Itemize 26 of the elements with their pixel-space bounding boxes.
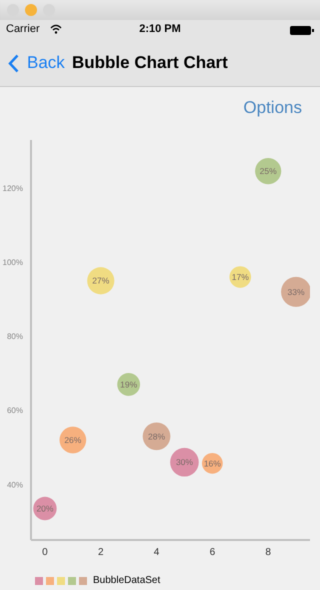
annotation: 20% — [36, 504, 54, 514]
text: Carrier — [6, 23, 40, 35]
text: Back — [27, 53, 65, 73]
y-tick-label: 80% — [6, 332, 23, 342]
annotation: 26% — [64, 435, 82, 445]
x-tick-label: 4 — [154, 547, 160, 558]
chart-title: Bubble Chart Chart — [72, 53, 228, 73]
x-tick-label: 0 — [42, 547, 48, 558]
annotation: 33% — [288, 286, 305, 297]
y-tick-label: 100% — [2, 258, 23, 268]
annotation: 17% — [232, 272, 250, 282]
text: 2:10 PM — [139, 23, 181, 35]
legend-label: BubbleDataSet — [93, 575, 160, 586]
annotation: 16% — [204, 458, 222, 468]
x-tick-label: 8 — [265, 547, 272, 558]
annotation: 28% — [148, 431, 166, 442]
annotation: 19% — [120, 379, 138, 390]
annotation: 30% — [176, 457, 194, 468]
y-tick-label: 40% — [6, 480, 23, 490]
annotation: 27% — [92, 276, 110, 286]
x-tick-label: 6 — [210, 547, 216, 558]
y-tick-label: 60% — [6, 406, 23, 416]
x-tick-label: 2 — [98, 547, 104, 558]
y-tick-label: 120% — [2, 184, 23, 193]
text: Options — [243, 98, 302, 118]
annotation: 25% — [260, 166, 278, 176]
